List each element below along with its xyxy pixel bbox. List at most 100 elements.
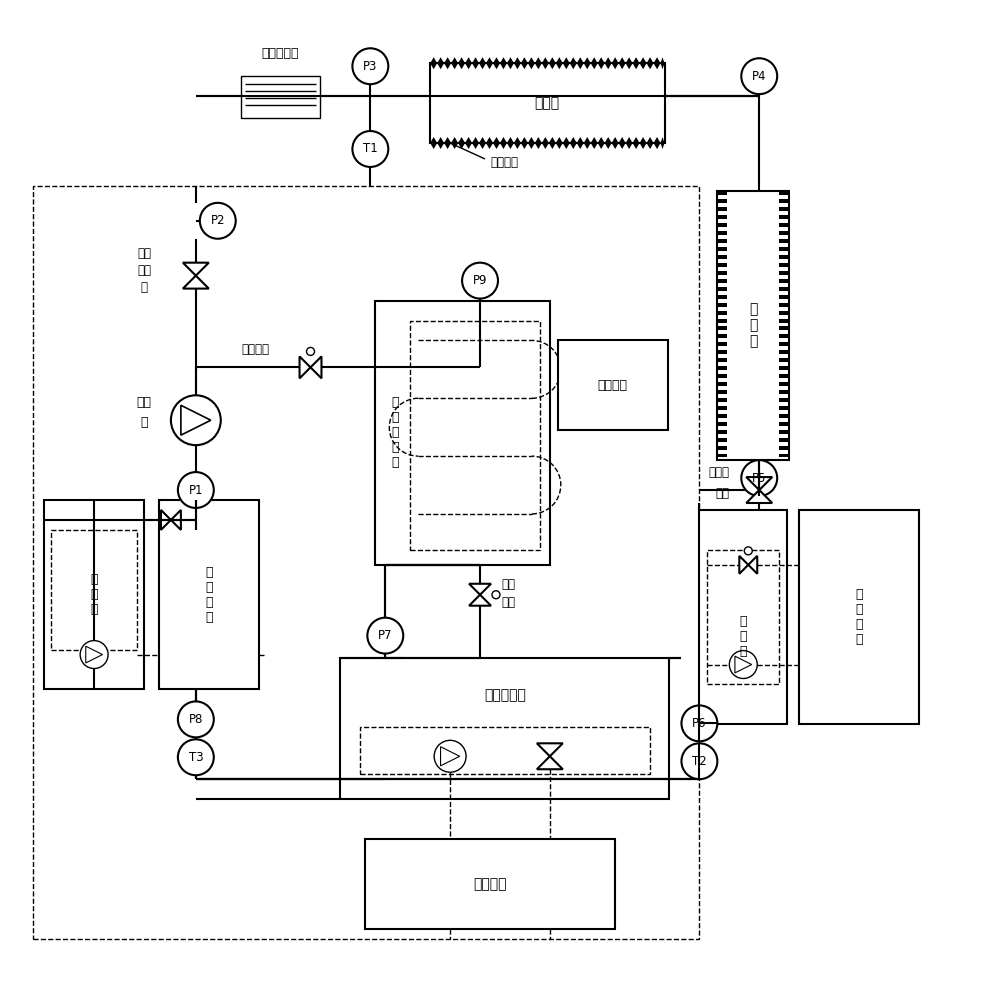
Text: 过
冷
器: 过 冷 器 <box>91 573 98 616</box>
Text: P7: P7 <box>378 629 393 642</box>
Polygon shape <box>779 438 789 442</box>
Circle shape <box>462 263 498 299</box>
Text: 第二膨: 第二膨 <box>708 466 729 479</box>
Polygon shape <box>514 137 521 149</box>
Polygon shape <box>537 756 562 769</box>
Text: 低
温
冷
源: 低 温 冷 源 <box>855 588 863 646</box>
Polygon shape <box>493 57 500 69</box>
Text: 第
二
储
液
器: 第 二 储 液 器 <box>391 396 399 469</box>
Polygon shape <box>562 137 569 149</box>
Polygon shape <box>717 342 727 346</box>
Polygon shape <box>717 303 727 307</box>
Polygon shape <box>528 137 535 149</box>
Polygon shape <box>779 271 789 275</box>
Polygon shape <box>747 477 772 490</box>
Polygon shape <box>779 382 789 386</box>
Polygon shape <box>779 454 789 457</box>
Polygon shape <box>605 57 612 69</box>
Polygon shape <box>451 57 458 69</box>
Polygon shape <box>569 137 577 149</box>
Polygon shape <box>653 137 661 149</box>
Text: 预热器: 预热器 <box>534 96 559 110</box>
Polygon shape <box>717 406 727 410</box>
Polygon shape <box>717 398 727 402</box>
Polygon shape <box>717 295 727 299</box>
Polygon shape <box>479 57 486 69</box>
Polygon shape <box>779 231 789 235</box>
Text: P8: P8 <box>189 713 203 726</box>
Bar <box>51 530 137 650</box>
Polygon shape <box>183 276 209 289</box>
Polygon shape <box>735 656 752 673</box>
Polygon shape <box>779 422 789 426</box>
Polygon shape <box>619 57 625 69</box>
Polygon shape <box>779 295 789 299</box>
Polygon shape <box>779 207 789 211</box>
Polygon shape <box>747 490 772 503</box>
Circle shape <box>742 460 777 496</box>
Bar <box>717 191 789 460</box>
Polygon shape <box>440 747 460 766</box>
Polygon shape <box>591 137 598 149</box>
Polygon shape <box>661 137 665 149</box>
Polygon shape <box>717 374 727 378</box>
Polygon shape <box>646 137 653 149</box>
Text: 第二: 第二 <box>501 578 515 591</box>
Polygon shape <box>779 342 789 346</box>
Text: P3: P3 <box>363 60 377 73</box>
Text: P6: P6 <box>692 717 706 730</box>
Text: P5: P5 <box>753 472 766 485</box>
Text: 第一: 第一 <box>137 247 151 260</box>
Polygon shape <box>717 438 727 442</box>
Polygon shape <box>779 390 789 394</box>
Polygon shape <box>779 406 789 410</box>
Bar <box>33 186 699 939</box>
Polygon shape <box>779 350 789 354</box>
Text: 电加热块: 电加热块 <box>490 156 518 169</box>
Polygon shape <box>779 223 789 227</box>
Polygon shape <box>598 57 605 69</box>
Polygon shape <box>779 414 789 418</box>
Circle shape <box>178 701 214 737</box>
Polygon shape <box>717 446 727 450</box>
Polygon shape <box>577 137 584 149</box>
Polygon shape <box>537 743 562 756</box>
Bar <box>430 63 665 143</box>
Polygon shape <box>779 358 789 362</box>
Polygon shape <box>779 374 789 378</box>
Polygon shape <box>521 137 528 149</box>
Text: 实
验
段: 实 验 段 <box>749 302 757 349</box>
Polygon shape <box>717 382 727 386</box>
Polygon shape <box>183 263 209 276</box>
Polygon shape <box>717 454 727 457</box>
Polygon shape <box>717 390 727 394</box>
Polygon shape <box>542 57 549 69</box>
Polygon shape <box>458 57 465 69</box>
Polygon shape <box>625 57 632 69</box>
Polygon shape <box>779 255 789 259</box>
Polygon shape <box>161 510 171 530</box>
Text: 工质: 工质 <box>137 396 152 409</box>
Polygon shape <box>717 255 727 259</box>
Polygon shape <box>486 137 493 149</box>
Polygon shape <box>542 137 549 149</box>
Circle shape <box>353 48 388 84</box>
Polygon shape <box>605 137 612 149</box>
Polygon shape <box>740 556 749 574</box>
Polygon shape <box>584 57 591 69</box>
Polygon shape <box>717 223 727 227</box>
Bar <box>240 76 320 118</box>
Circle shape <box>178 472 214 508</box>
Polygon shape <box>779 287 789 291</box>
Polygon shape <box>717 358 727 362</box>
Polygon shape <box>717 215 727 219</box>
Polygon shape <box>632 57 639 69</box>
Circle shape <box>353 131 388 167</box>
Polygon shape <box>584 137 591 149</box>
Circle shape <box>178 739 214 775</box>
Polygon shape <box>507 137 514 149</box>
Polygon shape <box>653 57 661 69</box>
Bar <box>558 340 668 430</box>
Polygon shape <box>639 57 646 69</box>
Polygon shape <box>717 199 727 203</box>
